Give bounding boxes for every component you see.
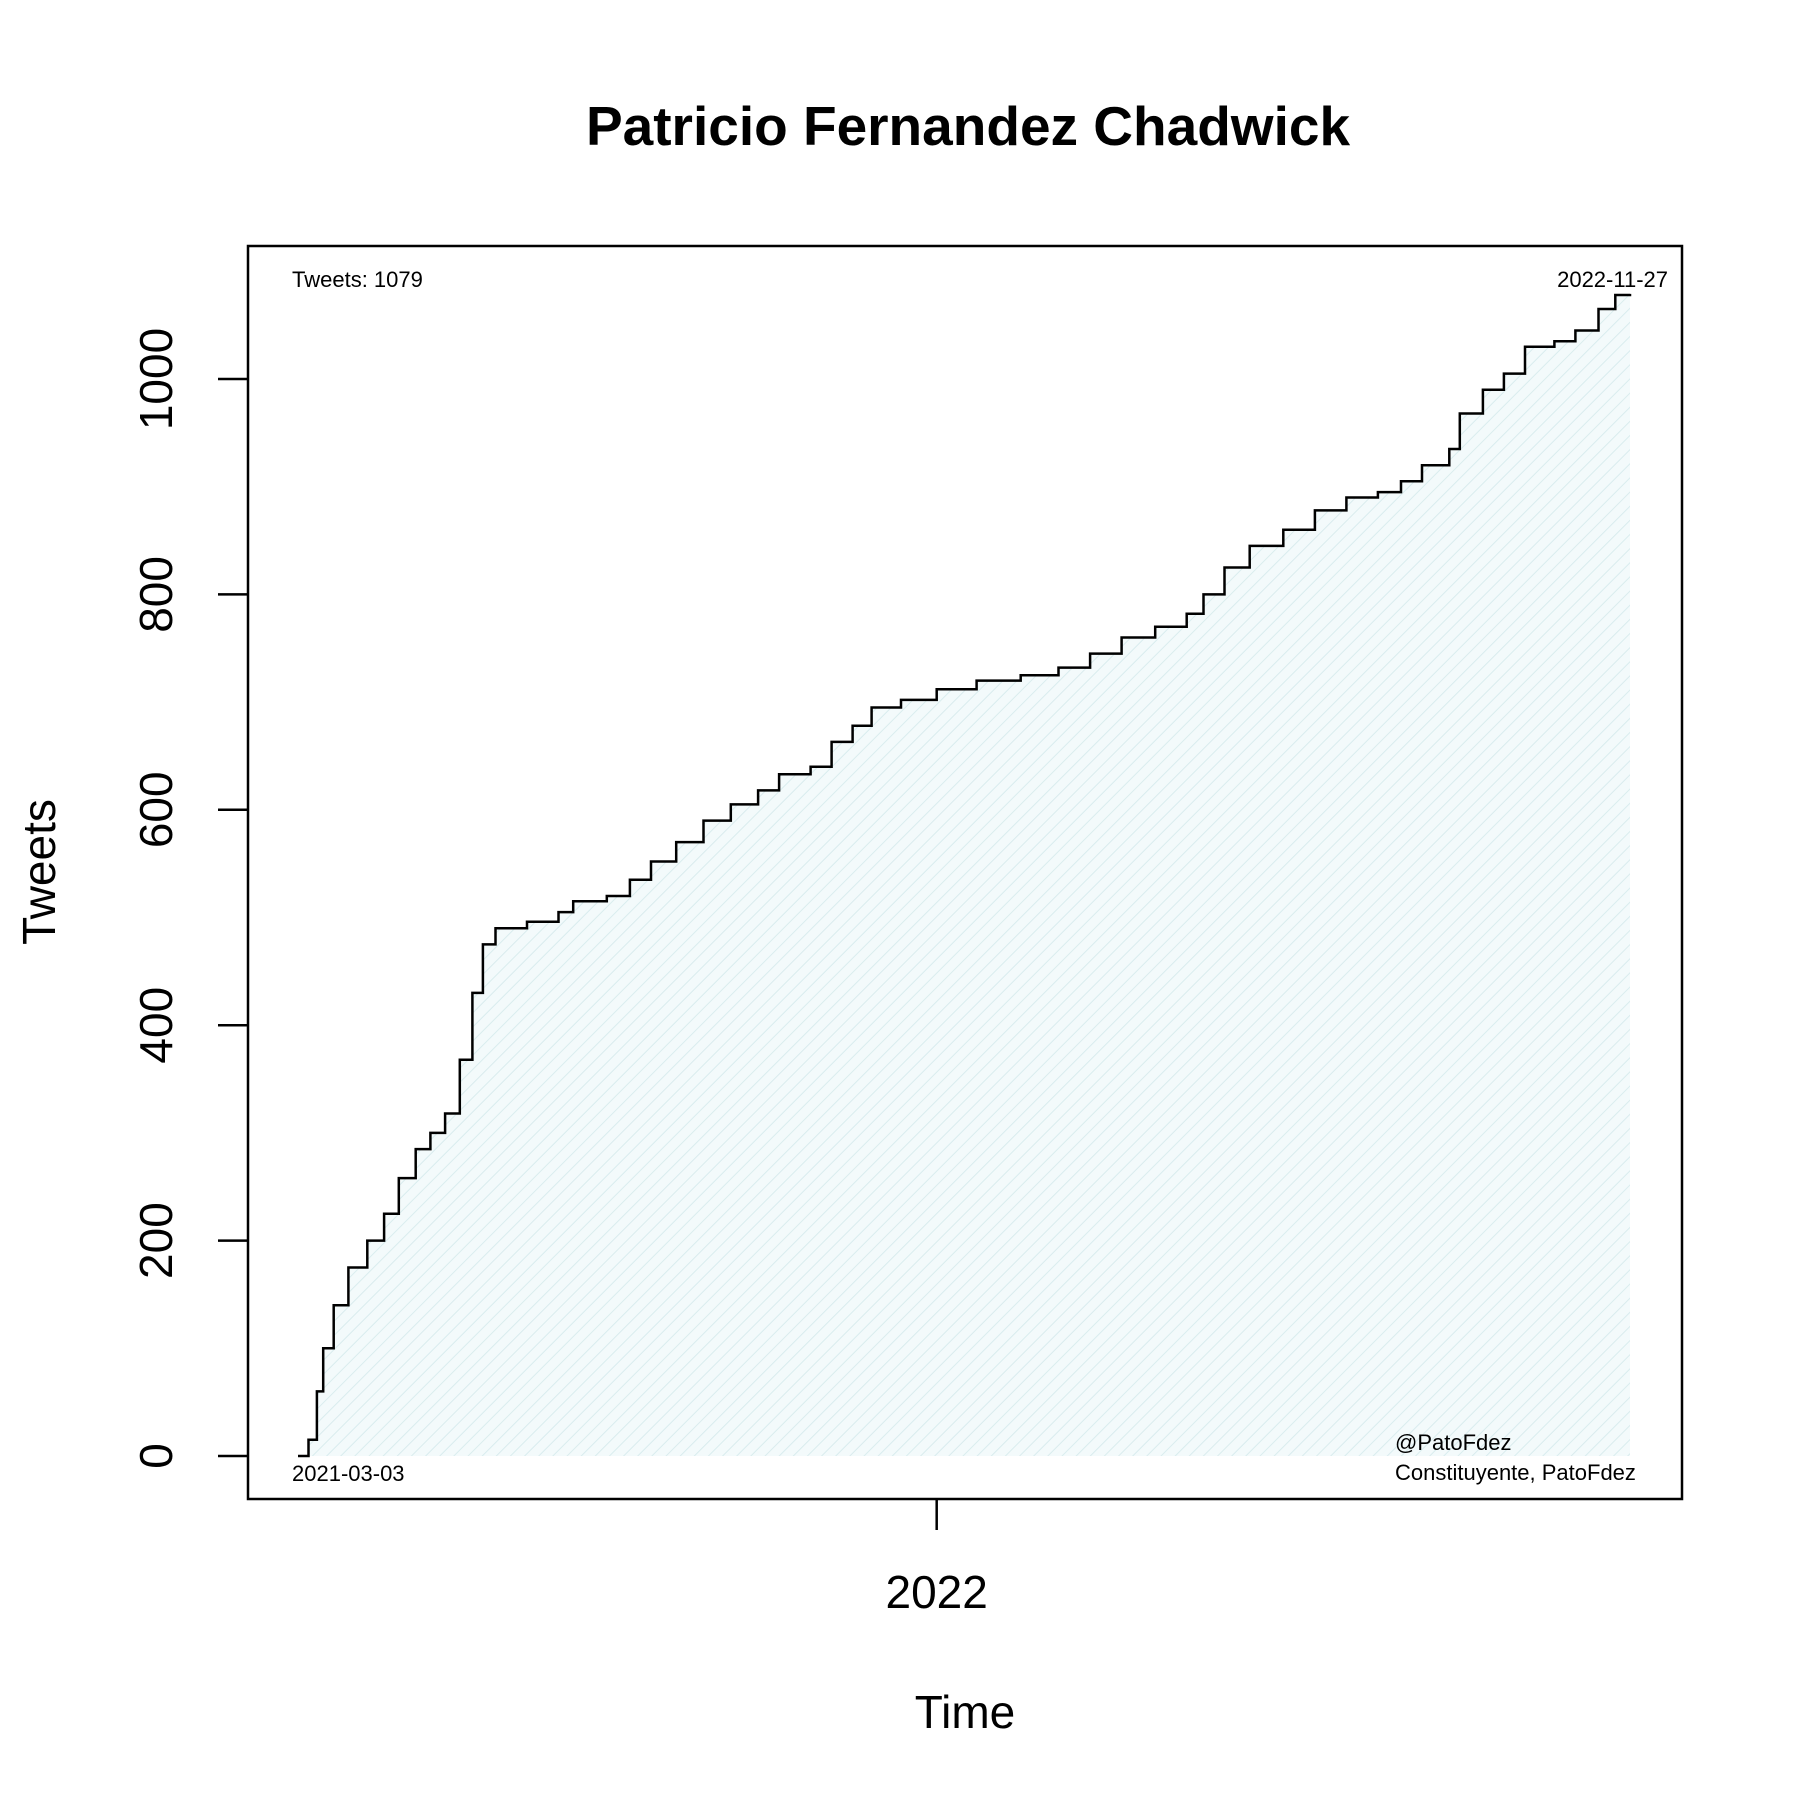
cumulative-tweets-line [298, 293, 1632, 1458]
x-axis-label: Time [915, 1686, 1016, 1738]
annotation-keywords: Constituyente, PatoFdez [1395, 1460, 1636, 1485]
plot-area [298, 293, 1632, 1458]
x-axis: 2022 [886, 1499, 988, 1618]
area-fill [298, 293, 1630, 1456]
plot-frame [246, 244, 1684, 1501]
y-tick-label-200: 200 [130, 1202, 182, 1279]
y-tick-label-400: 400 [130, 987, 182, 1064]
x-tick-label-2022: 2022 [886, 1566, 988, 1618]
annotation-end-date: 2022-11-27 [1557, 267, 1668, 292]
y-axis-label: Tweets [13, 799, 65, 945]
chart-title: Patricio Fernandez Chadwick [586, 95, 1351, 157]
annotation-start-date: 2021-03-03 [292, 1461, 405, 1486]
y-tick-label-600: 600 [130, 771, 182, 848]
y-tick-label-800: 800 [130, 556, 182, 633]
y-tick-label-1000: 1000 [130, 328, 182, 430]
y-axis: 0 200 400 600 800 1000 [130, 328, 248, 1469]
y-tick-label-0: 0 [130, 1443, 182, 1469]
annotation-handle: @PatoFdez [1395, 1430, 1512, 1455]
annotation-tweet-count: Tweets: 1079 [292, 267, 423, 292]
